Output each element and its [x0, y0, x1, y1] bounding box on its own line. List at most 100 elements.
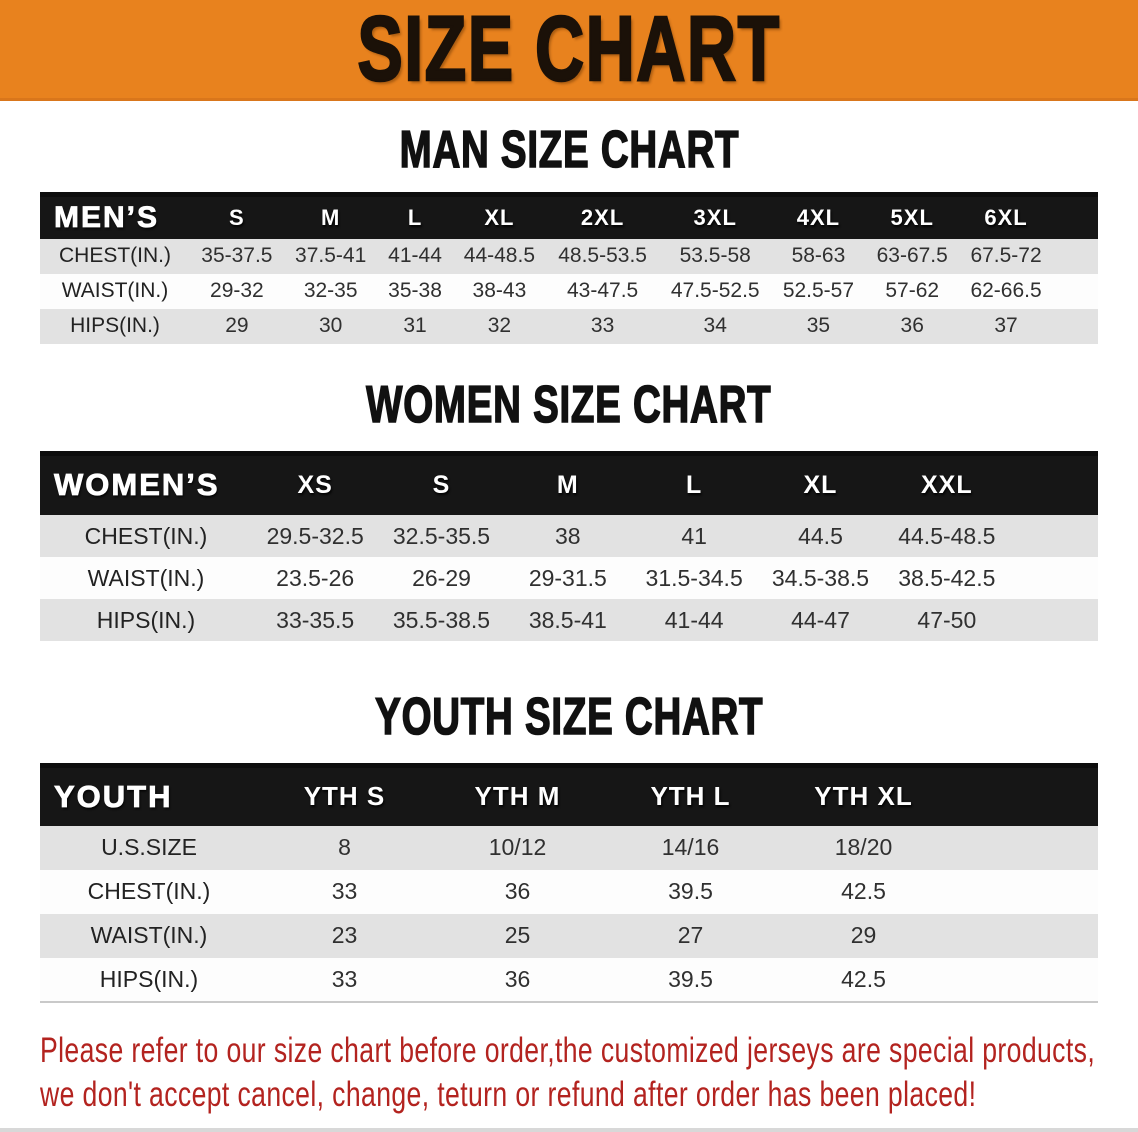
spacer-cell: [950, 914, 1098, 958]
man-value-cell: 35-37.5: [201, 244, 273, 267]
man-size-header: L: [377, 193, 453, 239]
man-value-cell: 30: [318, 314, 343, 337]
youth-row-label: CHEST(IN.): [87, 878, 211, 904]
youth-value-cell: 18/20: [834, 834, 893, 860]
man-size-header: 4XL: [771, 193, 866, 239]
spacer-cell: [1010, 599, 1098, 641]
women-header-row: WOMEN’S XS S M L XL XXL: [40, 453, 1098, 515]
spacer-cell: [1053, 239, 1098, 274]
man-value-cell: 29: [225, 314, 249, 337]
youth-row-label: U.S.SIZE: [101, 834, 197, 860]
youth-table-row: WAIST(IN.) 23 25 27 29: [40, 913, 1098, 958]
women-value-cell: 32.5-35.5: [392, 522, 491, 549]
women-value-cell: 38.5-41: [528, 606, 607, 633]
spacer-cell: [1053, 193, 1098, 239]
man-section-heading: MAN SIZE CHART: [0, 121, 1138, 179]
women-size-header: L: [630, 453, 758, 515]
women-size-header: XS: [252, 453, 379, 515]
man-value-cell: 34: [703, 314, 727, 337]
women-row-label: CHEST(IN.): [84, 522, 208, 549]
disclaimer-line-1-text: Please refer to our size chart before or…: [40, 1030, 1096, 1070]
youth-value-cell: 29: [850, 922, 877, 948]
women-value-cell: 41-44: [664, 606, 724, 633]
banner-title: SIZE CHART: [356, 0, 781, 100]
youth-corner-header: YOUTH: [40, 765, 258, 826]
spacer-cell: [950, 826, 1098, 870]
youth-size-header: YTH S: [258, 765, 431, 826]
youth-value-cell: 14/16: [661, 834, 720, 860]
youth-value-cell: 23: [331, 922, 358, 948]
women-row-label: HIPS(IN.): [96, 606, 196, 633]
youth-value-cell: 39.5: [668, 965, 713, 992]
women-value-cell: 44.5-48.5: [898, 522, 996, 549]
youth-table-row: CHEST(IN.) 33 36 39.5 42.5: [40, 869, 1098, 914]
man-value-cell: 31: [403, 314, 427, 337]
man-size-header: 6XL: [959, 193, 1053, 239]
man-table-row: HIPS(IN.) 29 30 31 32 33 34 35 36 37: [40, 308, 1098, 344]
youth-value-cell: 33: [331, 965, 358, 992]
women-value-cell: 35.5-38.5: [392, 606, 491, 633]
man-size-header: 3XL: [658, 193, 772, 239]
disclaimer-line-2-text: we don't accept cancel, change, teturn o…: [40, 1074, 977, 1114]
women-value-cell: 44.5: [798, 522, 843, 549]
man-value-cell: 57-62: [885, 279, 940, 302]
youth-value-cell: 8: [338, 834, 351, 860]
youth-header-row: YOUTH YTH S YTH M YTH L YTH XL: [40, 765, 1098, 826]
man-value-cell: 41-44: [388, 244, 442, 267]
women-value-cell: 34.5-38.5: [771, 564, 870, 591]
youth-size-header: YTH M: [431, 765, 604, 826]
man-header-row: MEN’S S M L XL 2XL 3XL 4XL 5XL 6XL: [40, 193, 1098, 239]
women-table-wrap: WOMEN’S XS S M L XL XXL CHEST(IN.) 29.5-32.5 32.5…: [0, 450, 1138, 641]
women-section-heading: WOMEN SIZE CHART: [0, 378, 1138, 432]
women-value-cell: 31.5-34.5: [645, 564, 743, 591]
women-table-row: WAIST(IN.) 23.5-26 26-29 29-31.5 31.5-34.5 34…: [40, 557, 1098, 599]
youth-value-cell: 33: [331, 878, 358, 904]
man-value-cell: 32-35: [303, 279, 358, 302]
man-value-cell: 43-47.5: [566, 279, 639, 302]
disclaimer: Please refer to our size chart before or…: [0, 1029, 1138, 1117]
women-value-cell: 26-29: [412, 564, 471, 591]
man-heading-text: MAN SIZE CHART: [399, 121, 739, 179]
man-value-cell: 62-66.5: [970, 279, 1042, 302]
man-size-header: S: [190, 193, 284, 239]
youth-table-row: U.S.SIZE 8 10/12 14/16 18/20: [40, 825, 1098, 870]
youth-size-table: YOUTH YTH S YTH M YTH L YTH XL U.S.SIZE 8 10/12…: [40, 763, 1098, 1003]
youth-heading-text: YOUTH SIZE CHART: [374, 688, 764, 746]
women-table-row: CHEST(IN.) 29.5-32.5 32.5-35.5 38 41 44.5 44.5…: [40, 515, 1098, 557]
women-table-row: HIPS(IN.) 33-35.5 35.5-38.5 38.5-41 41-44 44-…: [40, 599, 1098, 641]
bottom-edge-line: [0, 1128, 1138, 1132]
man-value-cell: 36: [900, 314, 924, 337]
spacer-cell: [1010, 453, 1098, 515]
spacer-cell: [1010, 515, 1098, 557]
man-table-row: WAIST(IN.) 29-32 32-35 35-38 38-43 43-47.5 47.…: [40, 273, 1098, 309]
women-size-table: WOMEN’S XS S M L XL XXL CHEST(IN.) 29.5-32.5 32.5…: [40, 450, 1098, 641]
youth-value-cell: 36: [504, 965, 531, 992]
youth-value-cell: 39.5: [668, 878, 713, 904]
youth-section-heading: YOUTH SIZE CHART: [0, 688, 1138, 746]
spacer-cell: [1010, 557, 1098, 599]
women-value-cell: 29-31.5: [528, 564, 607, 591]
women-value-cell: 33-35.5: [276, 606, 355, 633]
man-value-cell: 47.5-52.5: [670, 279, 760, 302]
man-row-label: HIPS(IN.): [70, 314, 160, 337]
youth-value-cell: 42.5: [841, 878, 886, 904]
man-table-wrap: MEN’S S M L XL 2XL 3XL 4XL 5XL 6XL CHEST(IN.) 35-37…: [0, 192, 1138, 344]
disclaimer-line-2: we don't accept cancel, change, teturn o…: [40, 1073, 1138, 1117]
women-value-cell: 38: [555, 522, 581, 549]
man-value-cell: 37.5-41: [295, 244, 367, 267]
women-value-cell: 41: [681, 522, 707, 549]
women-corner-header: WOMEN’S: [40, 453, 252, 515]
spacer-cell: [950, 870, 1098, 914]
youth-value-cell: 42.5: [841, 965, 886, 992]
man-value-cell: 35: [806, 314, 831, 337]
youth-value-cell: 10/12: [488, 834, 547, 860]
spacer-cell: [950, 765, 1098, 826]
women-value-cell: 29.5-32.5: [266, 522, 364, 549]
youth-table-row: HIPS(IN.) 33 36 39.5 42.5: [40, 957, 1098, 1002]
man-value-cell: 37: [994, 314, 1018, 337]
women-size-header: S: [378, 453, 505, 515]
man-value-cell: 33: [590, 314, 615, 337]
man-value-cell: 63-67.5: [876, 244, 948, 267]
man-value-cell: 48.5-53.5: [558, 244, 647, 267]
women-row-label: WAIST(IN.): [87, 564, 205, 591]
